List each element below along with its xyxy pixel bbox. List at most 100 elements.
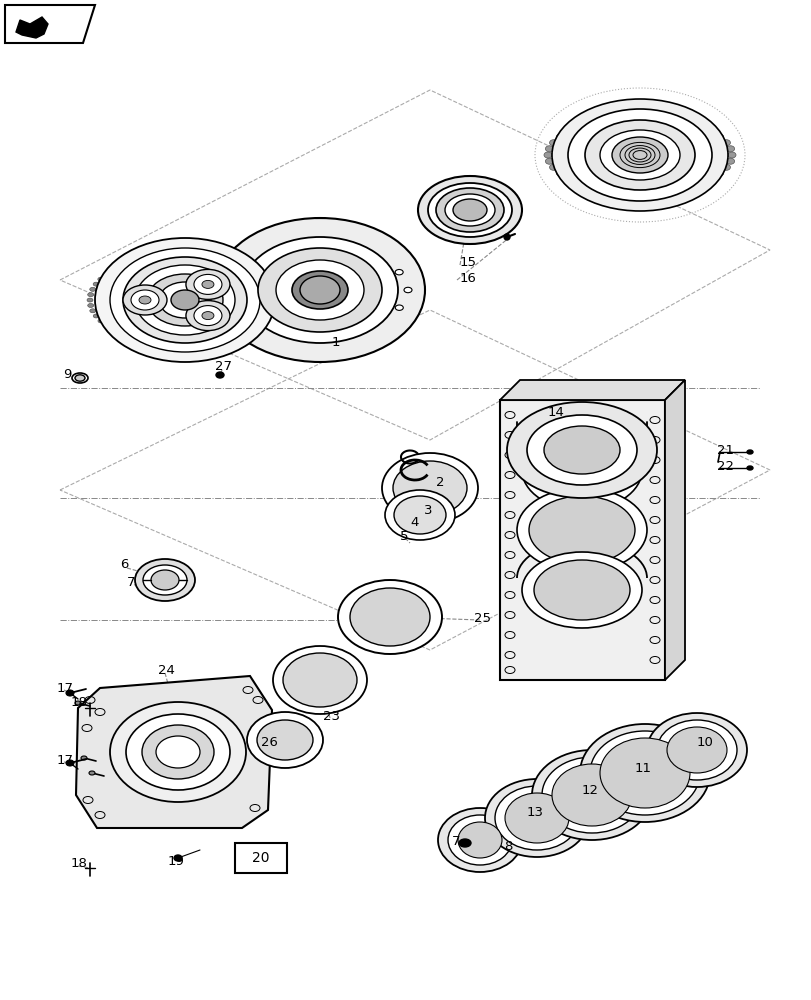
Ellipse shape bbox=[726, 146, 734, 152]
Ellipse shape bbox=[97, 277, 104, 281]
Text: 17: 17 bbox=[57, 682, 74, 694]
Ellipse shape bbox=[159, 342, 165, 346]
Ellipse shape bbox=[551, 99, 727, 211]
Ellipse shape bbox=[646, 713, 746, 787]
Ellipse shape bbox=[495, 786, 578, 850]
Ellipse shape bbox=[237, 305, 244, 310]
Ellipse shape bbox=[667, 186, 675, 192]
Ellipse shape bbox=[395, 269, 403, 275]
Ellipse shape bbox=[266, 319, 272, 323]
Ellipse shape bbox=[531, 750, 651, 840]
Ellipse shape bbox=[135, 559, 195, 601]
Ellipse shape bbox=[143, 565, 187, 595]
Ellipse shape bbox=[576, 124, 584, 130]
Ellipse shape bbox=[276, 303, 282, 307]
Ellipse shape bbox=[266, 277, 272, 281]
Text: 5: 5 bbox=[400, 530, 408, 544]
Ellipse shape bbox=[131, 290, 159, 310]
Ellipse shape bbox=[584, 120, 694, 190]
Ellipse shape bbox=[159, 254, 165, 258]
Ellipse shape bbox=[337, 580, 441, 654]
Ellipse shape bbox=[170, 343, 177, 347]
Ellipse shape bbox=[506, 402, 656, 498]
Ellipse shape bbox=[235, 261, 242, 265]
Ellipse shape bbox=[89, 771, 95, 775]
Ellipse shape bbox=[274, 309, 280, 313]
Ellipse shape bbox=[245, 264, 251, 268]
Ellipse shape bbox=[128, 335, 134, 339]
Ellipse shape bbox=[170, 253, 176, 257]
Ellipse shape bbox=[371, 319, 379, 325]
Ellipse shape bbox=[545, 158, 553, 164]
Ellipse shape bbox=[260, 255, 268, 261]
Ellipse shape bbox=[521, 552, 642, 628]
Ellipse shape bbox=[147, 274, 223, 326]
Ellipse shape bbox=[296, 327, 304, 332]
Ellipse shape bbox=[186, 269, 230, 299]
Ellipse shape bbox=[458, 839, 470, 847]
Ellipse shape bbox=[517, 488, 646, 572]
Ellipse shape bbox=[283, 653, 357, 707]
Text: 27: 27 bbox=[215, 360, 232, 373]
Ellipse shape bbox=[276, 260, 363, 320]
Text: 10: 10 bbox=[696, 735, 713, 748]
Ellipse shape bbox=[215, 218, 424, 362]
Ellipse shape bbox=[225, 258, 232, 262]
Ellipse shape bbox=[504, 234, 509, 240]
Ellipse shape bbox=[215, 256, 221, 260]
Ellipse shape bbox=[568, 109, 711, 201]
Text: 22: 22 bbox=[716, 460, 733, 473]
Ellipse shape bbox=[551, 764, 631, 826]
Ellipse shape bbox=[395, 305, 403, 310]
Ellipse shape bbox=[236, 270, 244, 275]
Ellipse shape bbox=[656, 720, 736, 780]
Polygon shape bbox=[5, 5, 95, 43]
Text: 20: 20 bbox=[252, 851, 269, 865]
Ellipse shape bbox=[651, 117, 659, 123]
Text: 1: 1 bbox=[332, 336, 340, 350]
Ellipse shape bbox=[746, 466, 752, 470]
Ellipse shape bbox=[271, 314, 277, 318]
Ellipse shape bbox=[216, 340, 221, 344]
Ellipse shape bbox=[437, 808, 521, 872]
Ellipse shape bbox=[381, 453, 478, 523]
Ellipse shape bbox=[666, 727, 726, 773]
Ellipse shape bbox=[118, 264, 125, 268]
Ellipse shape bbox=[549, 140, 557, 146]
Ellipse shape bbox=[706, 129, 714, 135]
Ellipse shape bbox=[564, 175, 573, 181]
Text: 19: 19 bbox=[168, 855, 185, 868]
Ellipse shape bbox=[599, 130, 679, 180]
Ellipse shape bbox=[484, 779, 588, 857]
Ellipse shape bbox=[635, 116, 643, 122]
Ellipse shape bbox=[579, 724, 709, 822]
Text: 18: 18 bbox=[71, 857, 88, 870]
Text: 11: 11 bbox=[634, 762, 651, 774]
Ellipse shape bbox=[72, 373, 88, 383]
Ellipse shape bbox=[75, 375, 85, 381]
Ellipse shape bbox=[694, 180, 702, 186]
Ellipse shape bbox=[504, 793, 569, 843]
Text: 15: 15 bbox=[460, 256, 476, 269]
Ellipse shape bbox=[119, 332, 125, 336]
Ellipse shape bbox=[109, 702, 246, 802]
Ellipse shape bbox=[204, 254, 210, 258]
Ellipse shape bbox=[457, 822, 501, 858]
Ellipse shape bbox=[418, 176, 521, 244]
Ellipse shape bbox=[204, 342, 211, 346]
Ellipse shape bbox=[746, 450, 752, 454]
Ellipse shape bbox=[694, 124, 702, 130]
Ellipse shape bbox=[228, 287, 236, 293]
Ellipse shape bbox=[135, 265, 234, 335]
Text: 17: 17 bbox=[57, 754, 74, 766]
Ellipse shape bbox=[171, 290, 199, 310]
Text: 7: 7 bbox=[452, 835, 460, 848]
Ellipse shape bbox=[111, 328, 117, 332]
Ellipse shape bbox=[393, 496, 445, 534]
Ellipse shape bbox=[556, 170, 564, 176]
Ellipse shape bbox=[258, 248, 381, 332]
Ellipse shape bbox=[543, 152, 551, 158]
Ellipse shape bbox=[350, 588, 430, 646]
Text: 24: 24 bbox=[158, 664, 174, 676]
Text: 26: 26 bbox=[260, 736, 277, 750]
